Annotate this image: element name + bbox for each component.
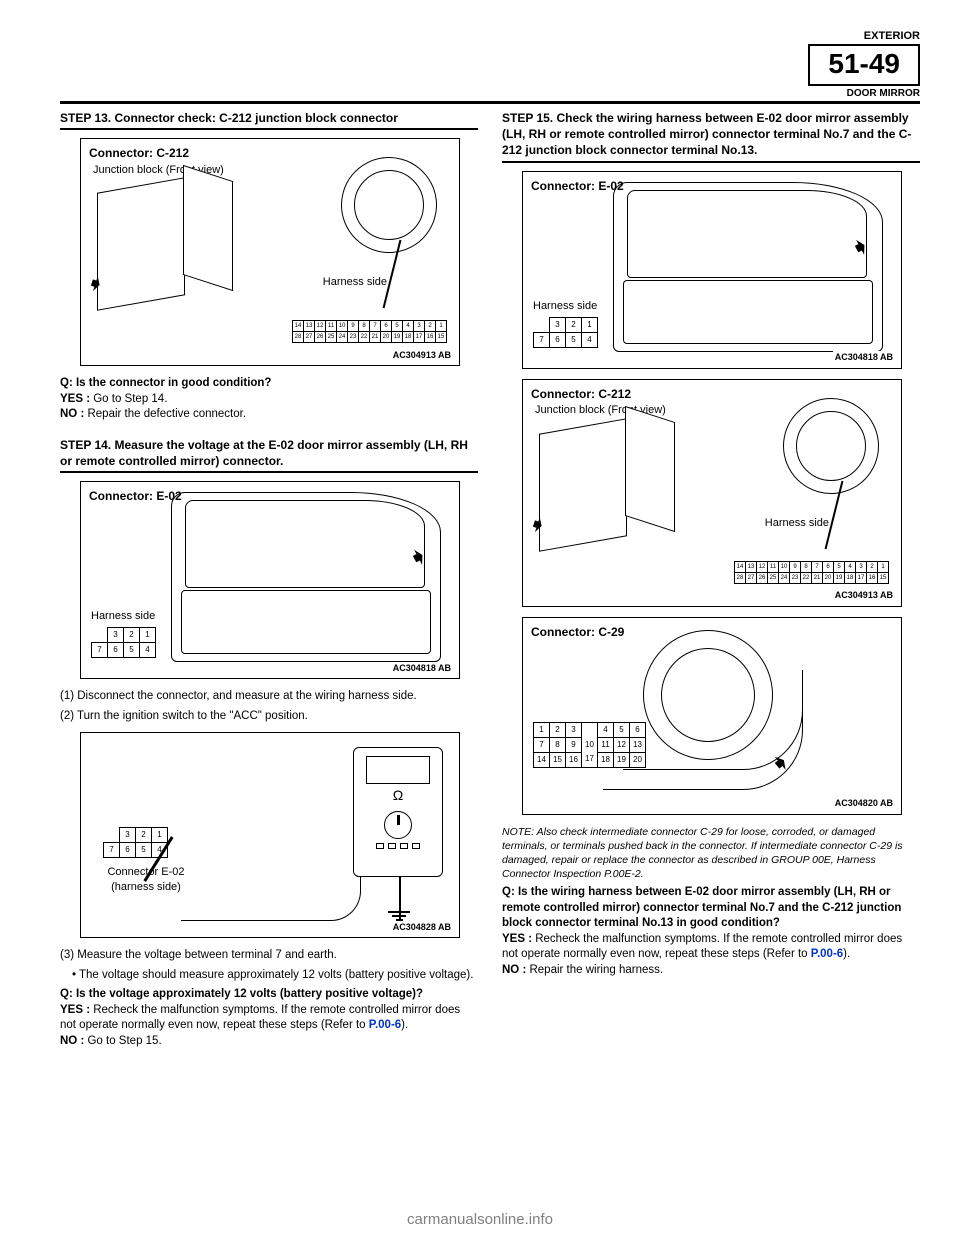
pin-table-c212: 1413121110987654321282726252423222120191… (292, 320, 447, 343)
right-column: STEP 15. Check the wiring harness betwee… (502, 110, 920, 1049)
page-number: 51-49 (808, 44, 920, 86)
fig-code: AC304913 AB (391, 349, 453, 361)
step14-b1: (1) Disconnect the connector, and measur… (60, 689, 478, 705)
harness-label: Harness side (765, 516, 829, 531)
step14-b2: (2) Turn the ignition switch to the "ACC… (60, 709, 478, 725)
fig-e02-title: Connector: E-02 (531, 179, 624, 193)
harness-label: Harness side (91, 609, 155, 624)
door-panel (181, 590, 431, 654)
left-column: STEP 13. Connector check: C-212 junction… (60, 110, 478, 1049)
step14-bv: • The voltage should measure approximate… (72, 968, 478, 984)
figure-c212-left: Connector: C-212 Junction block (Front v… (80, 138, 460, 366)
probe-wire (181, 871, 361, 921)
figure-e02-left: Connector: E-02 ➧ Harness side 3217654 A… (80, 481, 460, 679)
link-p006[interactable]: P.00-6 (369, 1019, 401, 1031)
step15-note: NOTE: Also check intermediate connector … (502, 825, 920, 882)
step15-yes: YES : Recheck the malfunction symptoms. … (502, 932, 920, 963)
fig-c212-title: Connector: C-212 (531, 387, 631, 401)
step13-yes: YES : Go to Step 14. (60, 392, 478, 408)
fig-c212-title: Connector: C-212 (89, 146, 189, 160)
step14-q: Q: Is the voltage approximately 12 volts… (60, 987, 478, 1003)
pin-table-e02: 3217654 (91, 627, 157, 658)
fig-code: AC304818 AB (833, 351, 895, 363)
harness-label: Harness side (323, 275, 387, 290)
multimeter: Ω (353, 747, 443, 877)
pin-table-c212-r: 1413121110987654321282726252423222120191… (734, 561, 889, 584)
harness-label: Harness side (533, 299, 597, 314)
figure-meter: 3217654 Connector E-02(harness side) Ω A… (80, 732, 460, 938)
figure-c29: Connector: C-29 ➧ 1234567891011121314151… (522, 617, 902, 815)
step13-title: STEP 13. Connector check: C-212 junction… (60, 110, 478, 130)
step14-yes: YES : Recheck the malfunction symptoms. … (60, 1003, 478, 1034)
dash-sketch: ➧ (533, 630, 883, 800)
fig-code: AC304828 AB (391, 921, 453, 933)
pin-grid-c212: 1413121110987654321282726252423222120191… (292, 320, 447, 343)
header-section: DOOR MIRROR (808, 88, 920, 99)
ground-icon (387, 911, 411, 921)
link-p006[interactable]: P.00-6 (811, 948, 843, 960)
header-right: EXTERIOR 51-49 DOOR MIRROR (808, 30, 920, 99)
step14-no: NO : Go to Step 15. (60, 1034, 478, 1050)
step15-title: STEP 15. Check the wiring harness betwee… (502, 110, 920, 163)
ohm-icon: Ω (354, 786, 442, 805)
fig-e02-title: Connector: E-02 (89, 489, 182, 503)
dash-drawing (263, 153, 453, 263)
step15-no: NO : Repair the wiring harness. (502, 963, 920, 979)
columns: STEP 13. Connector check: C-212 junction… (60, 110, 920, 1049)
pin-table-c29: 1234567891011121314151617181920 (533, 722, 646, 768)
step13-q: Q: Is the connector in good condition? (60, 376, 478, 392)
page: EXTERIOR 51-49 DOOR MIRROR STEP 13. Conn… (0, 0, 960, 1069)
footer-watermark: carmanualsonline.info (0, 1211, 960, 1228)
pin-table-e02-r: 3217654 (533, 317, 599, 348)
fig-code: AC304913 AB (833, 589, 895, 601)
fig-code: AC304820 AB (833, 797, 895, 809)
step15-q: Q: Is the wiring harness between E-02 do… (502, 885, 920, 932)
door-window (185, 500, 425, 588)
header-chapter: EXTERIOR (808, 30, 920, 42)
junction-block-drawing: ➧ (91, 163, 221, 313)
header: EXTERIOR 51-49 DOOR MIRROR (60, 30, 920, 104)
figure-e02-right: Connector: E-02 ➧ Harness side 3217654 A… (522, 171, 902, 369)
fig-code: AC304818 AB (391, 662, 453, 674)
figure-c212-right: Connector: C-212 Junction block (Front v… (522, 379, 902, 607)
step14-b3: (3) Measure the voltage between terminal… (60, 948, 478, 964)
step13-no: NO : Repair the defective connector. (60, 407, 478, 423)
step14-title: STEP 14. Measure the voltage at the E-02… (60, 437, 478, 473)
